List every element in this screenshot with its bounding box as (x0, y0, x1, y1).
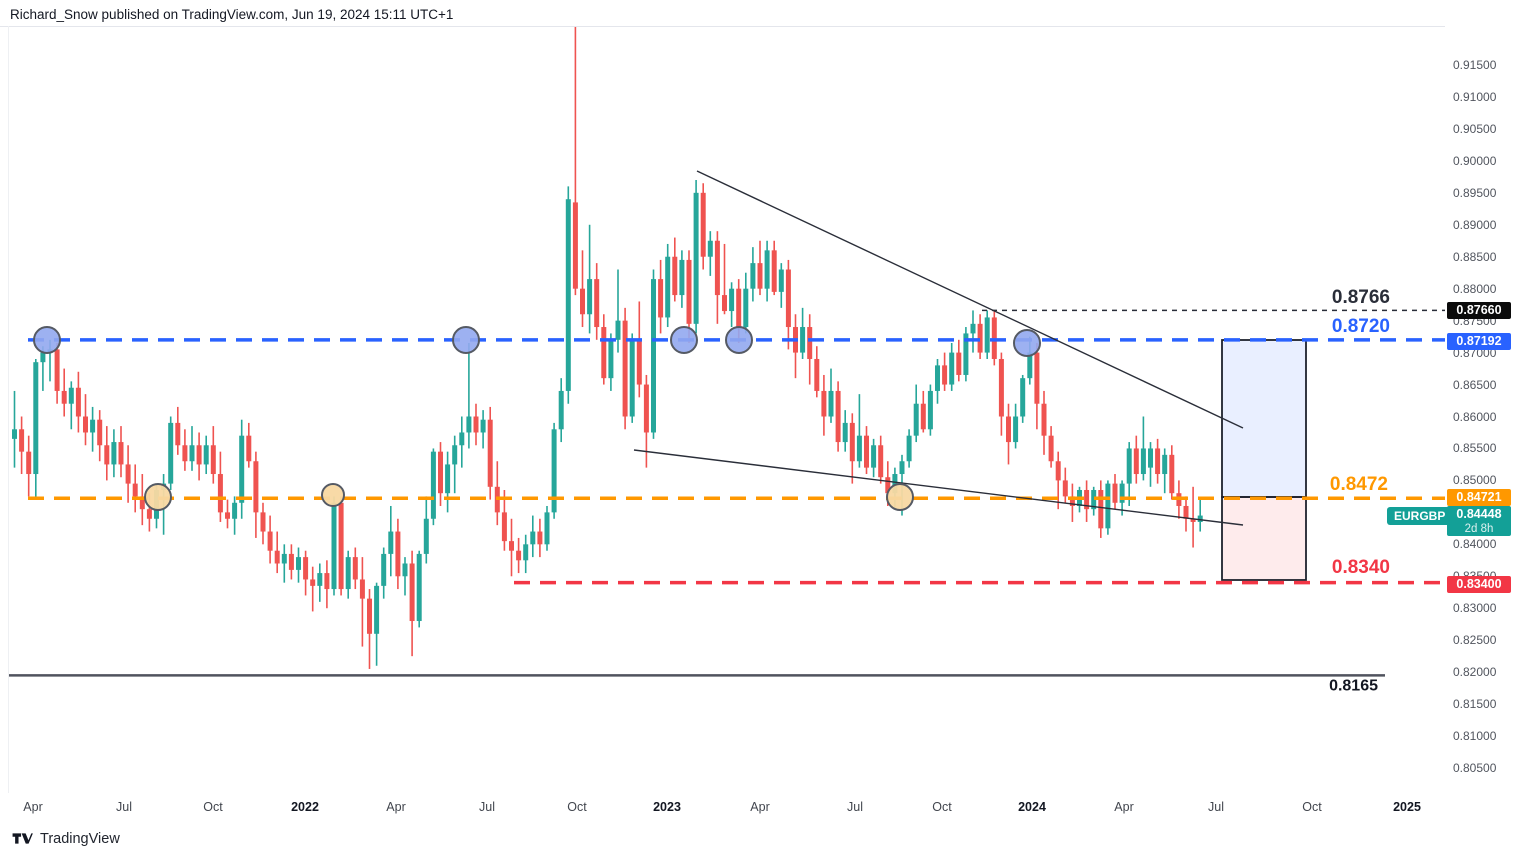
price-tick-label: 0.85500 (1453, 441, 1497, 456)
trendline-1[interactable] (696, 170, 1244, 429)
trendline-2[interactable] (633, 449, 1244, 526)
price-tick-label: 0.82500 (1453, 633, 1497, 648)
price-tick-label: 0.81500 (1453, 697, 1497, 712)
time-tick-label-Oct: Oct (1302, 800, 1322, 814)
time-tick-label-2025: 2025 (1393, 800, 1421, 814)
time-tick-label-2024: 2024 (1018, 800, 1046, 814)
time-tick-label-Apr: Apr (386, 800, 406, 814)
price-tick-label: 0.86500 (1453, 377, 1497, 392)
time-tick-label-Jul: Jul (847, 800, 863, 814)
pane-left-border (8, 26, 9, 793)
orange-marker-circle[interactable] (144, 483, 172, 511)
time-tick-label-Jul: Jul (116, 800, 132, 814)
projection-box[interactable] (1221, 496, 1307, 581)
price-tick-label: 0.84000 (1453, 537, 1497, 552)
blue-marker-circle[interactable] (725, 326, 753, 354)
price-tick-label: 0.91000 (1453, 89, 1497, 104)
orange-marker-circle[interactable] (321, 483, 345, 507)
attribution-text: Richard_Snow published on TradingView.co… (10, 7, 454, 22)
projection-boxes[interactable] (1221, 339, 1307, 581)
time-tick-label-Oct: Oct (203, 800, 223, 814)
orange-marker-circle[interactable] (886, 483, 914, 511)
time-tick-label-2023: 2023 (653, 800, 681, 814)
price-tick-label: 0.86000 (1453, 409, 1497, 424)
price-tick-label: 0.89000 (1453, 217, 1497, 232)
blue-marker-circle[interactable] (670, 326, 698, 354)
pane-top-border (0, 26, 1445, 27)
price-tag-0.87192: 0.87192 (1447, 332, 1511, 350)
time-tick-label-Jul: Jul (479, 800, 495, 814)
price-tick-label: 0.81000 (1453, 729, 1497, 744)
price-axis[interactable]: 0.91500 0.91000 0.90500 0.90000 0.89500 0.890… (1445, 26, 1516, 793)
candlestick-series (12, 26, 1203, 669)
price-tag-0.83400: 0.83400 (1447, 575, 1511, 593)
level-label-0.8766: 0.8766 (1332, 287, 1390, 308)
price-tick-label: 0.85000 (1453, 473, 1497, 488)
time-tick-label-Apr: Apr (750, 800, 770, 814)
blue-marker-circle[interactable] (1013, 329, 1041, 357)
time-axis[interactable]: Apr Jul Oct 2022 Apr Jul Oct 2023 Apr Jul Oct 2024 A… (0, 793, 1516, 821)
time-tick-label-2022: 2022 (291, 800, 319, 814)
candlestick-chart-canvas[interactable]: 0.8766 0.8720 0.8472 0.8340 0.8165 (0, 0, 1445, 793)
symbol-price-label: EURGBP (1387, 507, 1453, 525)
price-tag-0.84721: 0.84721 (1447, 488, 1511, 506)
marker-circles[interactable] (33, 326, 1041, 511)
blue-marker-circle[interactable] (452, 326, 480, 354)
price-tick-label: 0.82000 (1453, 665, 1497, 680)
time-tick-label-Apr: Apr (1114, 800, 1134, 814)
time-tick-label-Oct: Oct (567, 800, 587, 814)
price-tick-label: 0.88000 (1453, 281, 1497, 296)
time-tick-label-Oct: Oct (932, 800, 952, 814)
price-tick-label: 0.80500 (1453, 761, 1497, 775)
price-tag-0.84448: 0.84448 2d 8h (1447, 506, 1511, 536)
level-label-0.8165: 0.8165 (1329, 677, 1378, 694)
tradingview-logo-text: TradingView (40, 830, 120, 847)
price-tick-label: 0.90000 (1453, 153, 1497, 168)
trendlines[interactable] (633, 170, 1244, 526)
price-tick-label: 0.90500 (1453, 121, 1497, 136)
tradingview-logo-icon (12, 833, 33, 844)
price-tick-label: 0.83000 (1453, 601, 1497, 616)
tradingview-logo[interactable]: TradingView (12, 830, 120, 847)
level-label-0.8720: 0.8720 (1332, 316, 1390, 337)
price-tick-label: 0.88500 (1453, 249, 1497, 264)
price-tag-0.87660: 0.87660 (1447, 301, 1511, 319)
price-tick-label: 0.89500 (1453, 185, 1497, 200)
blue-marker-circle[interactable] (33, 326, 61, 354)
projection-box[interactable] (1221, 339, 1307, 498)
time-tick-label-Jul: Jul (1208, 800, 1224, 814)
level-label-0.8340: 0.8340 (1332, 557, 1390, 578)
footer-bar: TradingView (0, 822, 1516, 857)
level-label-0.8472: 0.8472 (1330, 474, 1388, 495)
price-tick-label: 0.91500 (1453, 58, 1497, 72)
time-tick-label-Apr: Apr (23, 800, 43, 814)
